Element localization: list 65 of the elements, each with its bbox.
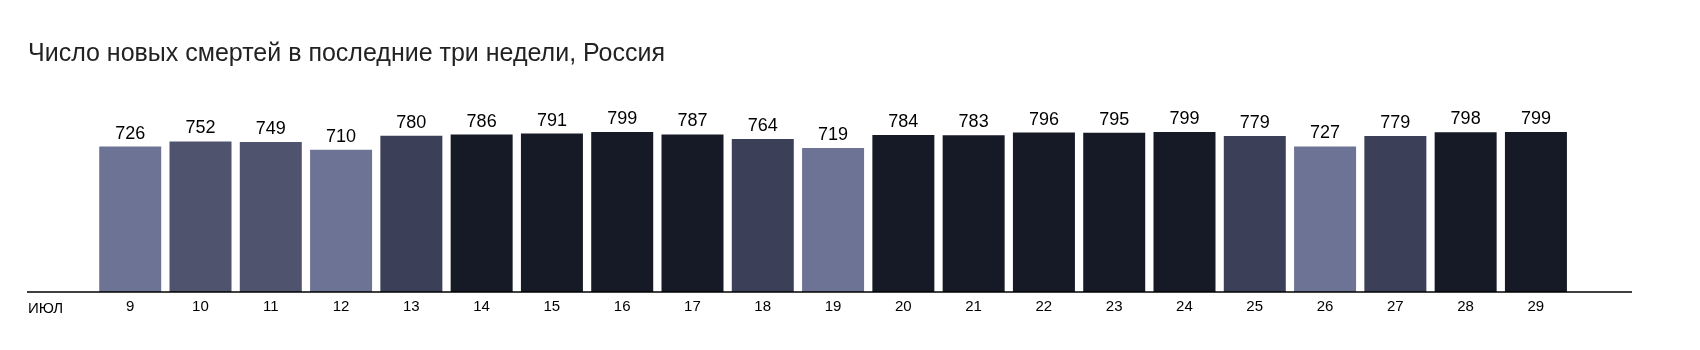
data-label: 710 bbox=[326, 125, 357, 146]
data-label: 779 bbox=[1380, 112, 1411, 133]
data-label: 799 bbox=[1520, 108, 1551, 128]
data-label: 798 bbox=[1450, 108, 1481, 129]
bar bbox=[661, 134, 724, 292]
bar bbox=[380, 135, 443, 292]
data-label: 749 bbox=[255, 118, 286, 139]
bar bbox=[1504, 132, 1567, 292]
bar bbox=[450, 134, 513, 292]
x-tick-label: 20 bbox=[894, 296, 912, 314]
x-tick-label: 28 bbox=[1457, 296, 1474, 314]
data-label: 727 bbox=[1310, 122, 1341, 143]
bar bbox=[99, 146, 162, 292]
chart-title: Число новых смертей в последние три недели, Россия bbox=[28, 38, 666, 67]
data-label: 786 bbox=[466, 110, 497, 131]
x-tick-label: 16 bbox=[613, 296, 631, 314]
data-label: 799 bbox=[607, 108, 638, 128]
bar bbox=[1223, 136, 1286, 292]
data-label: 799 bbox=[1169, 108, 1200, 128]
x-tick-label: 15 bbox=[543, 296, 561, 314]
x-tick-label: 29 bbox=[1527, 296, 1545, 314]
bar bbox=[1012, 132, 1075, 292]
data-label: 726 bbox=[115, 122, 146, 143]
x-tick-label: 14 bbox=[473, 296, 490, 314]
data-label: 796 bbox=[1028, 108, 1059, 129]
x-tick-label: 10 bbox=[192, 296, 209, 314]
x-tick-label: 27 bbox=[1386, 296, 1404, 314]
x-tick-label: 26 bbox=[1316, 296, 1334, 314]
data-label: 764 bbox=[747, 115, 778, 136]
bar bbox=[239, 142, 302, 292]
x-tick-label: 23 bbox=[1105, 296, 1123, 314]
bar bbox=[1083, 132, 1146, 292]
data-label: 787 bbox=[677, 110, 708, 131]
bar bbox=[310, 149, 373, 292]
x-tick-label: 9 bbox=[125, 296, 135, 314]
data-label: 784 bbox=[888, 111, 919, 131]
x-axis-title: ИЮЛ bbox=[28, 299, 64, 316]
bar bbox=[1364, 136, 1427, 292]
x-tick-label: 13 bbox=[402, 296, 420, 314]
x-tick-label: 19 bbox=[824, 296, 842, 314]
data-label: 795 bbox=[1099, 108, 1130, 129]
x-tick-label: 24 bbox=[1176, 296, 1193, 314]
data-label: 719 bbox=[818, 124, 849, 145]
bar bbox=[1153, 132, 1216, 292]
x-tick-label: 18 bbox=[754, 296, 772, 314]
bar bbox=[1434, 132, 1497, 292]
bar bbox=[520, 133, 583, 292]
bar bbox=[591, 132, 654, 292]
x-tick-label: 12 bbox=[332, 296, 350, 314]
x-tick-label: 21 bbox=[965, 296, 982, 314]
x-tick-label: 22 bbox=[1035, 296, 1053, 314]
data-label: 780 bbox=[396, 111, 427, 132]
x-tick-label: 17 bbox=[684, 296, 701, 314]
bar bbox=[872, 135, 935, 292]
bar bbox=[1294, 146, 1357, 292]
data-label: 783 bbox=[958, 111, 989, 132]
data-label: 752 bbox=[185, 117, 216, 138]
bar bbox=[169, 141, 232, 292]
bar bbox=[731, 139, 794, 292]
bar bbox=[802, 148, 865, 292]
data-label: 779 bbox=[1239, 112, 1270, 133]
x-tick-label: 11 bbox=[262, 296, 279, 314]
data-label: 791 bbox=[536, 109, 567, 130]
bar bbox=[942, 135, 1005, 292]
x-tick-label: 25 bbox=[1246, 296, 1264, 314]
